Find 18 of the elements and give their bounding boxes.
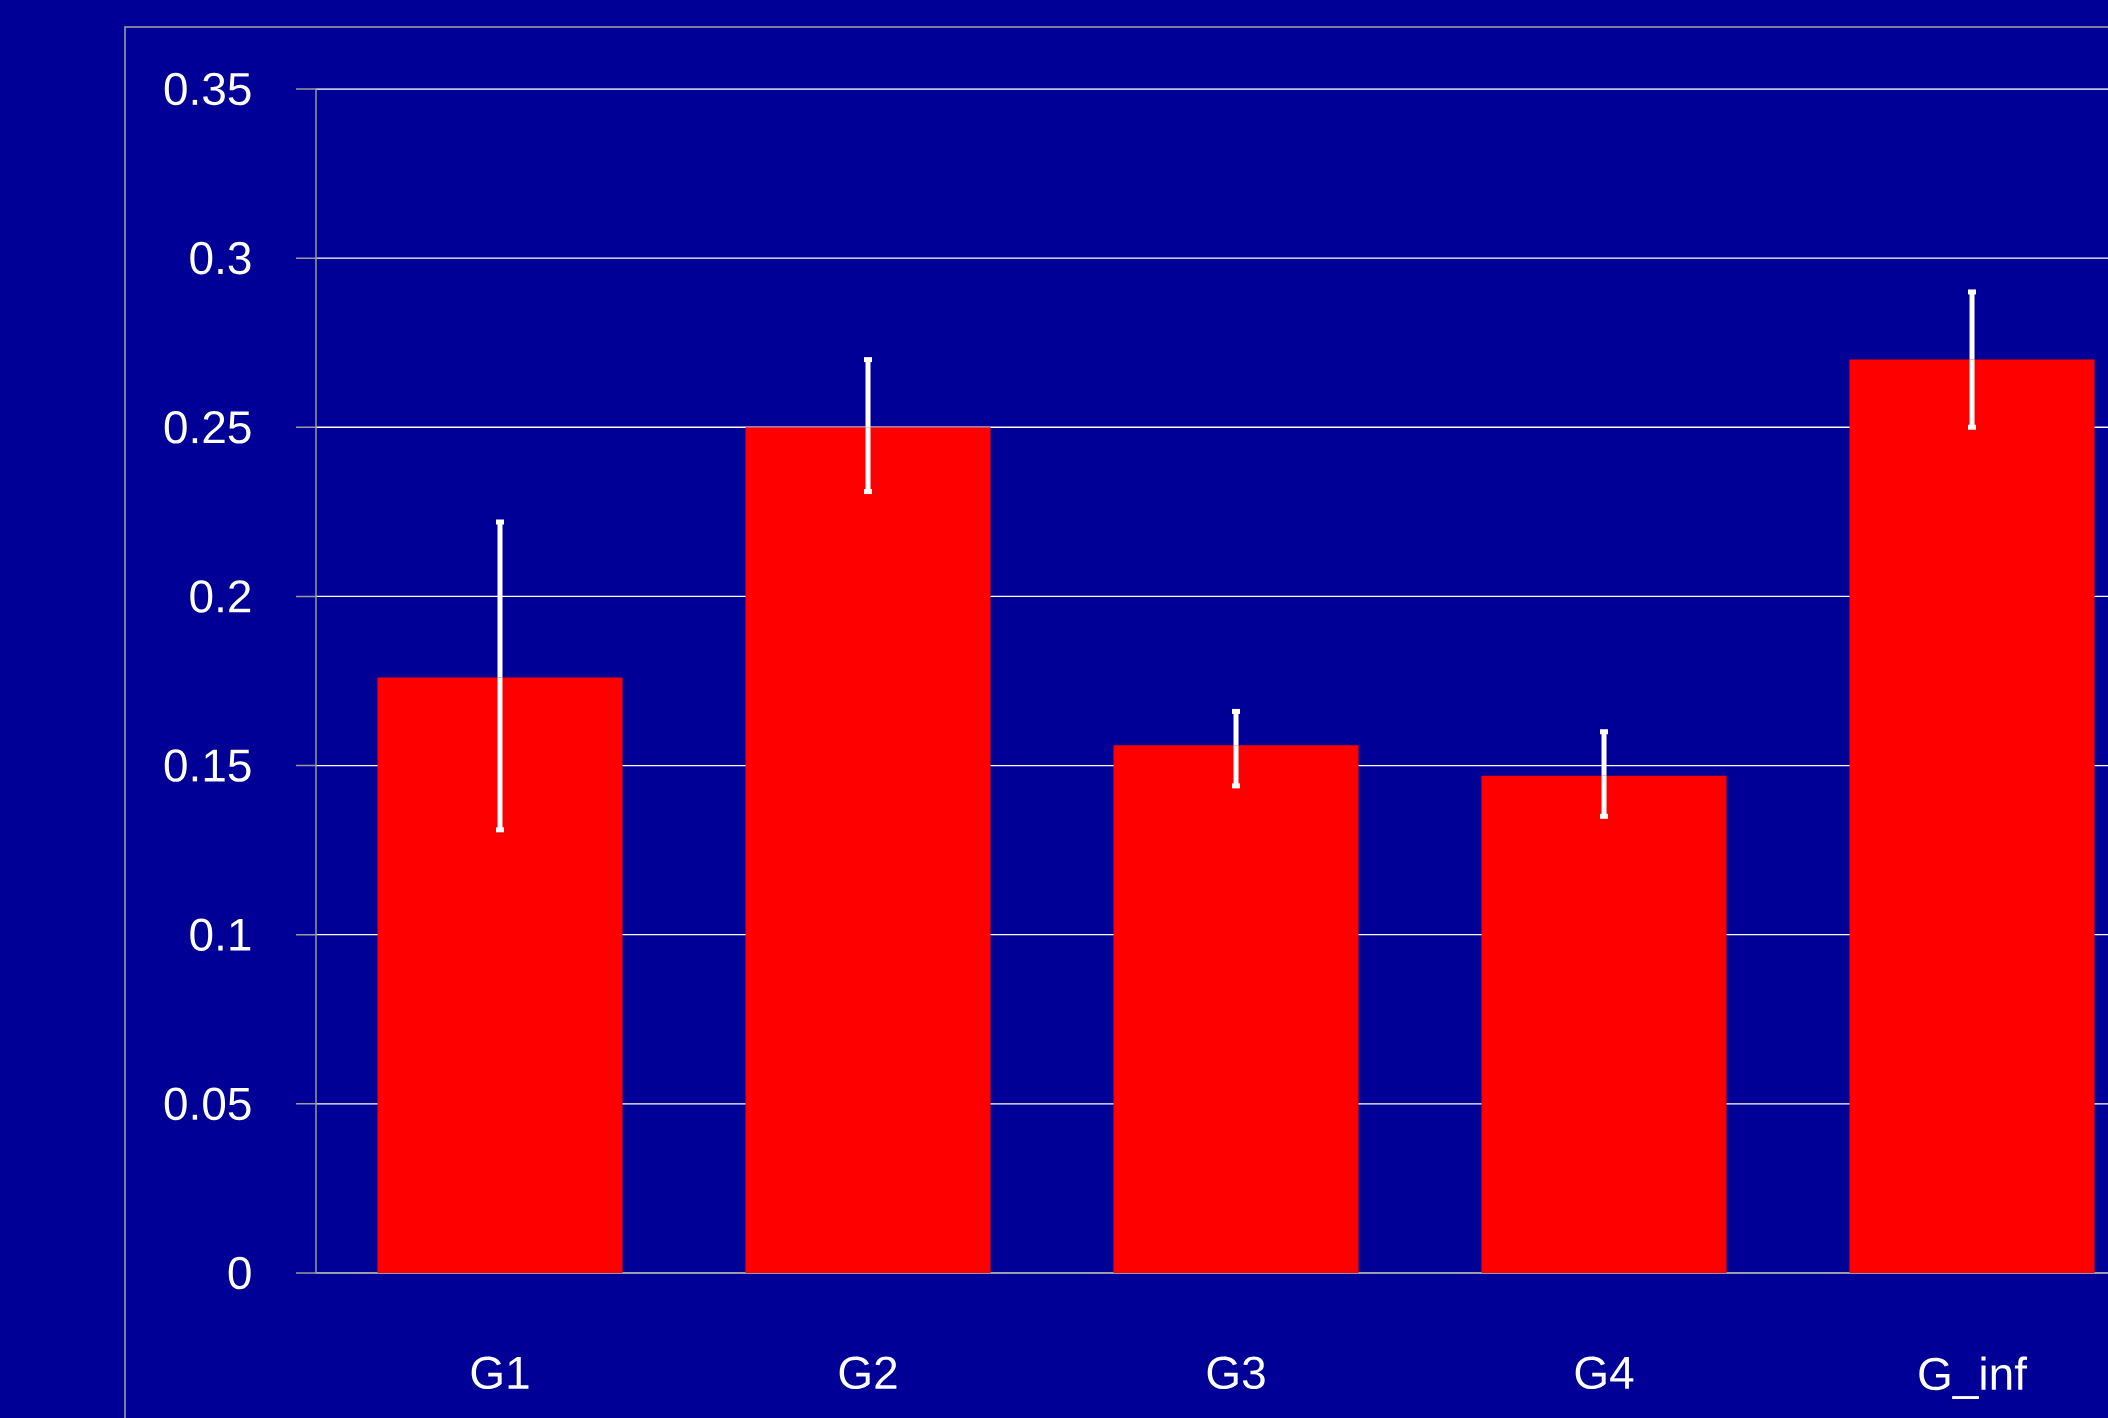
y-tick-label: 0.3 <box>190 241 251 275</box>
x-tick-label: G_inf <box>1919 1356 2028 1400</box>
x-tick-label: G3 <box>1207 1356 1265 1390</box>
bar <box>1849 359 2095 1273</box>
y-tick-label: 0.25 <box>164 410 251 444</box>
y-tick-label: 0.2 <box>190 580 251 613</box>
bar <box>745 427 991 1273</box>
y-tick-label: 0 <box>228 1256 251 1290</box>
y-tick-label: 0.35 <box>164 72 251 106</box>
x-tick-label: G2 <box>839 1356 897 1390</box>
bar <box>1113 745 1359 1273</box>
x-tick-label: G1 <box>471 1356 529 1390</box>
bar <box>1481 775 1727 1273</box>
y-tick-label: 0.1 <box>190 918 251 951</box>
y-tick-label: 0.05 <box>164 1087 251 1121</box>
y-tick-label: 0.15 <box>164 749 251 782</box>
x-tick-label: G4 <box>1575 1356 1634 1390</box>
bar <box>377 677 623 1273</box>
